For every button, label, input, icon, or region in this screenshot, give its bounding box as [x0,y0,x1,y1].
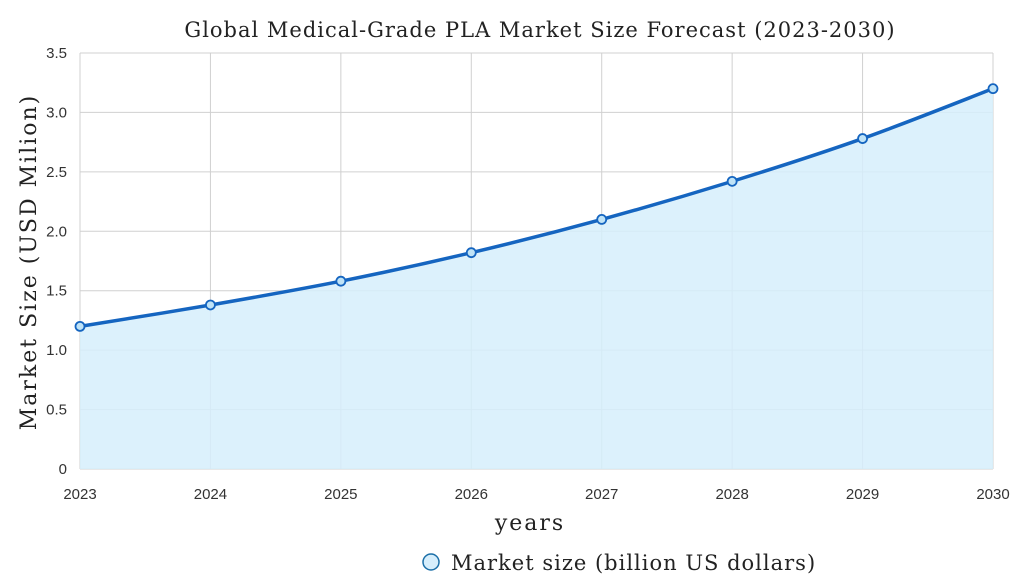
y-tick-label: 1.5 [46,283,67,300]
data-point [74,320,86,332]
data-points [74,83,999,332]
y-tick-labels: 0 0.5 1.0 1.5 2.0 2.5 3.0 3.5 [46,45,67,478]
data-point [465,247,477,259]
x-tick-label: 2025 [324,486,357,503]
x-tick-label: 2023 [63,486,96,503]
y-tick-label: 2.0 [46,223,67,240]
y-tick-label: 3.5 [46,45,67,62]
y-tick-label: 0 [59,461,67,478]
series-line [79,87,994,329]
x-axis-label: years [494,511,565,536]
y-tick-label: 3.0 [46,104,67,121]
y-tick-label: 1.0 [46,342,67,359]
data-point [335,275,347,287]
data-point [205,299,216,311]
y-tick-label: 2.5 [46,164,67,181]
x-tick-label: 2027 [585,486,618,503]
x-tick-label: 2029 [846,486,879,503]
legend: Market size (billion US dollars) [422,551,816,575]
x-tick-label: 2024 [194,486,227,503]
data-point [987,83,999,95]
y-axis-label: Market Size (USD Milion) [17,94,42,431]
data-point [857,133,868,144]
area-fill [80,88,993,470]
x-tick-label: 2028 [715,486,748,503]
data-point [596,213,608,225]
x-tick-label: 2026 [455,486,488,503]
data-point [726,175,738,187]
x-tick-labels: 2023 2024 2025 2026 2027 2028 2029 2030 [63,486,1009,503]
legend-marker [422,553,440,571]
y-tick-label: 0.5 [46,402,67,419]
chart-title: Global Medical-Grade PLA Market Size For… [184,18,895,42]
x-tick-label: 2030 [976,486,1009,503]
legend-label: Market size (billion US dollars) [451,551,816,575]
